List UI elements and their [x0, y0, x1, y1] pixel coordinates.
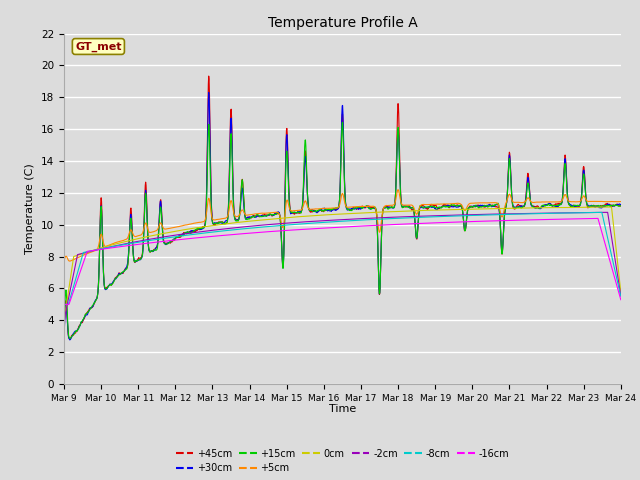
+15cm: [552, 203, 559, 208]
+5cm: [246, 212, 254, 217]
+45cm: [171, 237, 179, 243]
Line: 0cm: 0cm: [64, 207, 621, 320]
+45cm: [617, 203, 625, 209]
-16cm: [551, 216, 559, 222]
-8cm: [598, 209, 605, 215]
+45cm: [429, 203, 437, 208]
+30cm: [429, 204, 437, 210]
0cm: [607, 204, 615, 210]
0cm: [246, 218, 254, 224]
-8cm: [184, 232, 191, 238]
+15cm: [184, 229, 192, 235]
+5cm: [552, 199, 559, 204]
X-axis label: Time: Time: [329, 404, 356, 414]
+15cm: [339, 120, 346, 125]
+30cm: [60, 333, 68, 339]
-8cm: [246, 225, 254, 231]
-8cm: [617, 293, 625, 299]
0cm: [60, 317, 68, 323]
+5cm: [617, 199, 625, 204]
+5cm: [502, 200, 510, 205]
0cm: [551, 205, 559, 211]
+30cm: [171, 236, 179, 242]
0cm: [617, 289, 625, 295]
-8cm: [502, 212, 509, 217]
+5cm: [429, 201, 437, 207]
Text: GT_met: GT_met: [75, 41, 122, 52]
-2cm: [604, 209, 611, 215]
-16cm: [60, 301, 68, 307]
-16cm: [184, 236, 191, 241]
+45cm: [502, 202, 510, 207]
+15cm: [246, 215, 254, 221]
+45cm: [205, 73, 212, 79]
+15cm: [60, 327, 68, 333]
+30cm: [552, 204, 559, 209]
+30cm: [617, 202, 625, 207]
+15cm: [171, 237, 179, 242]
+15cm: [502, 202, 510, 208]
+45cm: [60, 331, 68, 337]
-8cm: [170, 234, 178, 240]
Title: Temperature Profile A: Temperature Profile A: [268, 16, 417, 30]
-16cm: [429, 220, 436, 226]
-2cm: [246, 223, 254, 229]
Line: +5cm: +5cm: [64, 190, 621, 261]
0cm: [170, 228, 178, 234]
Line: -8cm: -8cm: [64, 212, 621, 304]
Line: +15cm: +15cm: [64, 122, 621, 338]
+30cm: [66, 337, 74, 343]
+45cm: [552, 201, 559, 207]
-16cm: [617, 297, 625, 302]
Line: +30cm: +30cm: [64, 93, 621, 340]
+45cm: [184, 229, 192, 235]
-2cm: [617, 293, 625, 299]
-2cm: [184, 230, 191, 236]
-16cm: [246, 230, 254, 236]
+15cm: [429, 204, 437, 210]
+5cm: [394, 187, 402, 192]
-16cm: [502, 217, 509, 223]
-2cm: [502, 211, 509, 217]
+45cm: [247, 215, 255, 221]
+5cm: [60, 258, 68, 264]
-8cm: [60, 301, 68, 307]
+30cm: [502, 202, 510, 208]
+30cm: [205, 90, 212, 96]
+45cm: [65, 336, 73, 341]
Line: -16cm: -16cm: [64, 218, 621, 304]
Legend: +45cm, +30cm, +15cm, +5cm, 0cm, -2cm, -8cm, -16cm: +45cm, +30cm, +15cm, +5cm, 0cm, -2cm, -8…: [172, 444, 513, 477]
+30cm: [184, 230, 192, 236]
Y-axis label: Temperature (C): Temperature (C): [26, 163, 35, 254]
-2cm: [551, 210, 559, 216]
Line: +45cm: +45cm: [64, 76, 621, 338]
-2cm: [429, 213, 436, 219]
+5cm: [66, 258, 74, 264]
0cm: [502, 205, 509, 211]
-8cm: [551, 210, 559, 216]
0cm: [184, 226, 191, 232]
-2cm: [60, 317, 68, 323]
-2cm: [170, 232, 178, 238]
+5cm: [171, 225, 179, 230]
Line: -2cm: -2cm: [64, 212, 621, 320]
+5cm: [184, 222, 192, 228]
-16cm: [170, 237, 178, 243]
+15cm: [67, 336, 74, 341]
+30cm: [247, 214, 255, 220]
-16cm: [594, 216, 602, 221]
0cm: [429, 207, 436, 213]
+15cm: [617, 203, 625, 208]
-8cm: [429, 214, 436, 220]
